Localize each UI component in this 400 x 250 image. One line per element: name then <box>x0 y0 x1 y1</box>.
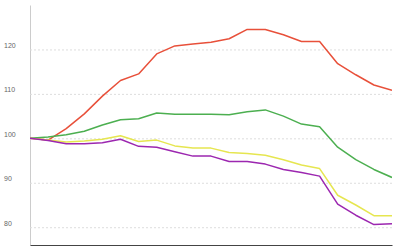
y-tick: 110 <box>4 86 392 94</box>
y-tick-label: 80 <box>4 220 12 227</box>
grid-line <box>30 227 392 228</box>
y-tick: 80 <box>4 220 392 228</box>
series-line <box>30 138 392 224</box>
y-axis-line <box>30 6 31 246</box>
grid-line <box>30 183 392 184</box>
y-tick-label: 90 <box>4 175 12 182</box>
x-axis <box>31 245 393 246</box>
y-tick-label: 100 <box>4 131 16 138</box>
y-tick: 90 <box>4 175 392 183</box>
grid-line <box>30 49 392 50</box>
y-tick-label: 110 <box>4 86 15 93</box>
y-axis: 80 90 100 110 120 <box>4 6 392 246</box>
series-line <box>30 29 392 140</box>
lines <box>30 29 392 224</box>
chart: 80 90 100 110 120 <box>0 0 400 250</box>
y-tick-label: 120 <box>4 42 16 49</box>
plot: 80 90 100 110 120 <box>4 6 393 246</box>
grid-line <box>30 138 392 139</box>
grid-line <box>30 94 392 95</box>
x-axis-line <box>31 245 393 246</box>
